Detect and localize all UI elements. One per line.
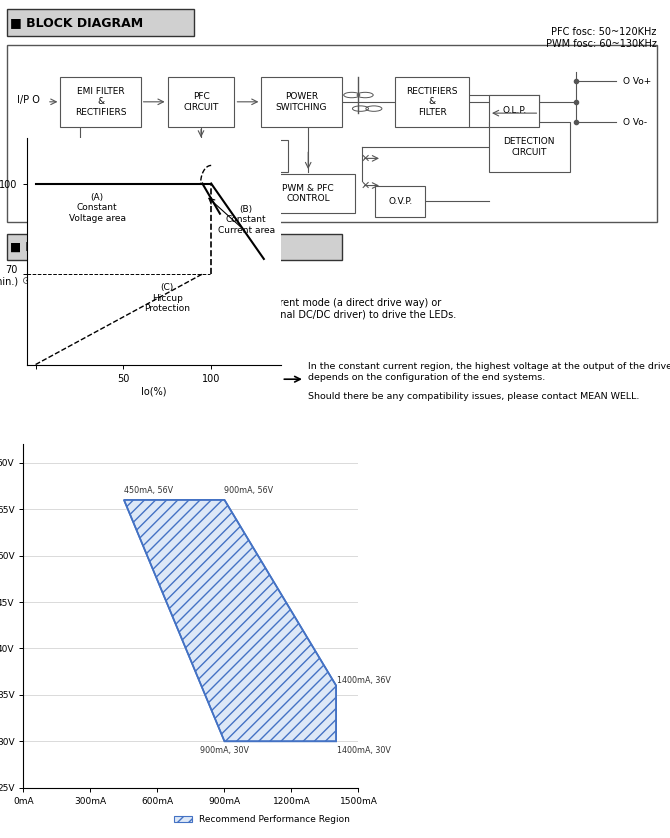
Text: (C)
Hiccup
Protection: (C) Hiccup Protection <box>144 283 190 313</box>
Text: (A)
Constant
Voltage area: (A) Constant Voltage area <box>68 193 125 223</box>
Text: PWM & PFC
CONTROL: PWM & PFC CONTROL <box>282 184 334 203</box>
Polygon shape <box>124 499 336 742</box>
Text: EMI FILTER
&
RECTIFIERS: EMI FILTER & RECTIFIERS <box>75 87 126 116</box>
Text: POWER
SWITCHING: POWER SWITCHING <box>276 92 327 111</box>
Text: O.L.P.: O.L.P. <box>251 152 275 161</box>
Text: 900mA, 56V: 900mA, 56V <box>224 486 273 495</box>
Text: ⊙: ⊙ <box>22 518 31 528</box>
Text: Constant Voltage mode (usually through additional DC/DC driver) to drive the LED: Constant Voltage mode (usually through a… <box>46 310 456 320</box>
Text: O Vo+: O Vo+ <box>623 77 651 86</box>
Text: 450mA, 56V: 450mA, 56V <box>124 486 173 495</box>
Text: ⊙: ⊙ <box>22 277 31 287</box>
X-axis label: Io(%): Io(%) <box>141 386 167 396</box>
Text: RECTIFIERS
&
FILTER: RECTIFIERS & FILTER <box>407 87 458 116</box>
FancyBboxPatch shape <box>7 9 194 36</box>
Text: Should there be any compatibility issues, please contact MEAN WELL.: Should there be any compatibility issues… <box>308 392 640 401</box>
Text: 1400mA, 36V: 1400mA, 36V <box>337 676 391 685</box>
FancyBboxPatch shape <box>261 174 355 213</box>
FancyBboxPatch shape <box>489 95 539 127</box>
Text: (B)
Constant
Current area: (B) Constant Current area <box>218 204 275 235</box>
Text: 1400mA, 30V: 1400mA, 30V <box>337 746 391 755</box>
Text: depends on the configuration of the end systems.: depends on the configuration of the end … <box>308 374 545 382</box>
Text: In the constant current region, the highest voltage at the output of the driver: In the constant current region, the high… <box>308 363 670 371</box>
FancyBboxPatch shape <box>178 140 228 172</box>
FancyBboxPatch shape <box>395 77 469 127</box>
Text: Typical output current normalized by rated current (%): Typical output current normalized by rat… <box>27 497 294 507</box>
Text: O.L.P.: O.L.P. <box>502 106 527 116</box>
Text: PFC
CIRCUIT: PFC CIRCUIT <box>184 92 218 111</box>
Text: 900mA, 30V: 900mA, 30V <box>200 746 249 755</box>
Text: I/P O: I/P O <box>17 95 40 105</box>
Text: O.T.P.: O.T.P. <box>191 152 214 161</box>
FancyBboxPatch shape <box>238 140 288 172</box>
Text: O Vo-: O Vo- <box>623 117 647 127</box>
Text: SLD-50-12,24: SLD-50-12,24 <box>40 277 125 287</box>
Text: ■ DRIVING METHODS OF LED MODULE: ■ DRIVING METHODS OF LED MODULE <box>10 241 264 254</box>
FancyBboxPatch shape <box>7 45 657 222</box>
FancyBboxPatch shape <box>168 77 234 127</box>
Text: PFC fosc: 50~120KHz
PWM fosc: 60~130KHz: PFC fosc: 50~120KHz PWM fosc: 60~130KHz <box>546 27 657 49</box>
Text: ✕: ✕ <box>360 153 370 163</box>
FancyBboxPatch shape <box>261 77 342 127</box>
FancyBboxPatch shape <box>60 77 141 127</box>
FancyBboxPatch shape <box>375 185 425 217</box>
Text: ✕: ✕ <box>360 180 370 190</box>
Text: ■ BLOCK DIAGRAM: ■ BLOCK DIAGRAM <box>10 16 143 29</box>
Text: SLD-50-56: SLD-50-56 <box>40 518 105 528</box>
Text: ※  This series is able to work in either Constant Current mode (a direct drive w: ※ This series is able to work in either … <box>27 297 441 308</box>
Text: DETECTION
CIRCUIT: DETECTION CIRCUIT <box>504 137 555 157</box>
Legend: Recommend Performance Region: Recommend Performance Region <box>171 812 354 828</box>
FancyBboxPatch shape <box>489 122 570 172</box>
FancyBboxPatch shape <box>7 234 342 260</box>
Text: O.V.P.: O.V.P. <box>388 197 413 206</box>
